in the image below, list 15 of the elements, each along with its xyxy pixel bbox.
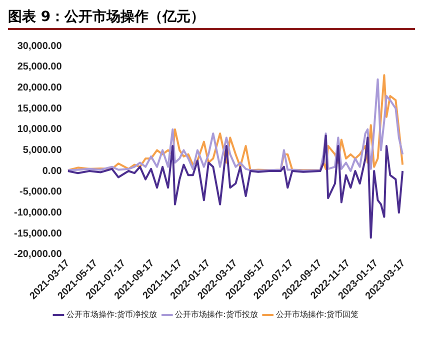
legend-label: 公开市场操作:货币投放 <box>175 310 258 320</box>
y-tick-label: -5,000.00 <box>20 186 62 198</box>
y-tick-label: 5,000.00 <box>22 144 62 156</box>
legend-label: 公开市场操作:货币回笼 <box>276 310 359 320</box>
y-tick-label: -10,000.00 <box>14 207 62 218</box>
legend-label: 公开市场操作:货币净投放 <box>66 310 158 320</box>
y-tick-label: 30,000.00 <box>17 40 62 52</box>
y-tick-label: 25,000.00 <box>17 62 62 73</box>
y-tick-label: 0.00 <box>42 166 62 177</box>
y-tick-label: -15,000.00 <box>14 228 62 240</box>
chart-title: 图表 9：公开市场操作（亿元） <box>8 8 415 30</box>
y-tick-label: 20,000.00 <box>17 82 62 94</box>
y-tick-label: 10,000.00 <box>17 124 62 136</box>
y-tick-label: 15,000.00 <box>17 103 62 114</box>
y-tick-label: -20,000.00 <box>14 249 62 260</box>
